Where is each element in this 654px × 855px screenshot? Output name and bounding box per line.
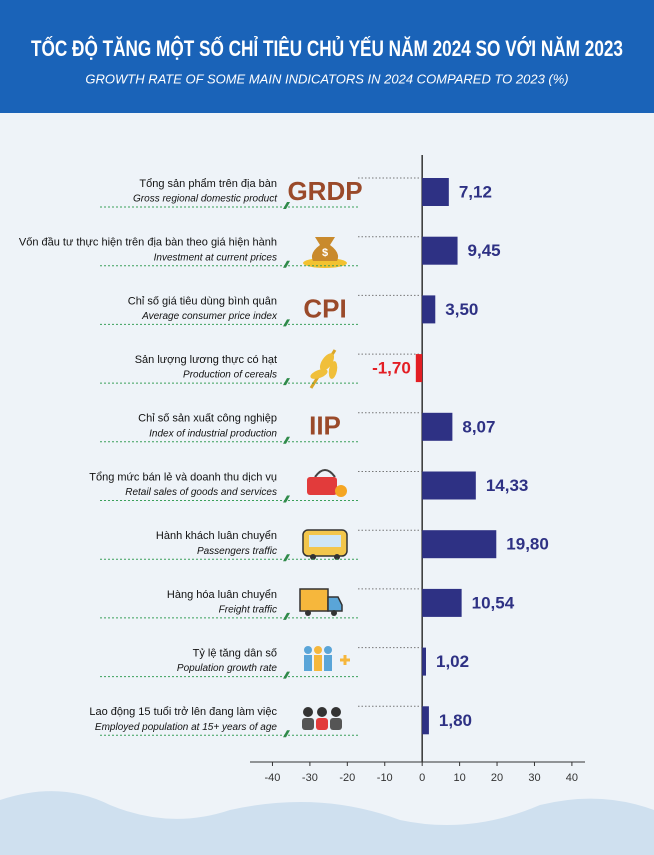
category-label: Hành khách luân chuyển <box>156 530 277 542</box>
category-label-en: Passengers traffic <box>197 546 277 557</box>
header <box>0 0 654 113</box>
label-accent <box>283 319 290 327</box>
label-accent <box>283 202 290 209</box>
icon-population <box>304 646 350 671</box>
bar <box>415 354 423 383</box>
category-label: Chỉ số giá tiêu dùng bình quân <box>128 295 277 307</box>
category-label-en: Population growth rate <box>177 663 278 674</box>
icon-wheat <box>309 349 338 389</box>
category-label: Tổng mức bán lẻ và doanh thu dịch vụ <box>89 471 277 483</box>
bar <box>422 178 449 206</box>
label-accent <box>283 378 290 386</box>
icon-basket <box>307 469 347 497</box>
chart-subtitle: GROWTH RATE OF SOME MAIN INDICATORS IN 2… <box>85 71 568 86</box>
x-tick-label: 0 <box>419 772 425 784</box>
x-tick-label: -20 <box>339 772 355 784</box>
bar <box>422 412 453 441</box>
icon-label: IIP <box>309 411 341 441</box>
icon-workers <box>302 707 342 730</box>
label-accent <box>283 495 290 503</box>
x-tick-label: -30 <box>302 772 318 784</box>
label-accent <box>283 260 290 268</box>
x-tick-label: 40 <box>566 772 578 784</box>
category-label: Chỉ số sản xuất công nghiệp <box>138 413 277 425</box>
category-label: Hàng hóa luân chuyển <box>167 589 277 601</box>
icon-label: GRDP <box>287 176 362 206</box>
label-accent <box>283 730 290 738</box>
category-label: Lao động 15 tuổi trở lên đang làm việc <box>89 706 277 718</box>
chart-title: TỐC ĐỘ TĂNG MỘT SỐ CHỈ TIÊU CHỦ YẾU NĂM … <box>31 35 623 61</box>
category-label: Vốn đầu tư thực hiện trên địa bàn theo g… <box>19 237 277 249</box>
icon-truck <box>299 588 343 616</box>
category-label-en: Retail sales of goods and services <box>125 487 277 498</box>
category-label-en: Employed population at 15+ years of age <box>95 722 278 733</box>
category-label: Tỷ lệ tăng dân số <box>193 648 277 660</box>
category-label: Sản lượng lương thực có hạt <box>135 354 277 366</box>
value-label: 1,02 <box>436 652 469 671</box>
x-tick-label: 10 <box>453 772 465 784</box>
bar <box>422 530 497 559</box>
bar <box>422 295 436 324</box>
value-label: 1,80 <box>439 711 472 730</box>
category-label-en: Freight traffic <box>219 605 277 616</box>
x-tick-label: -40 <box>265 772 281 784</box>
label-accent <box>283 436 290 444</box>
category-label-en: Average consumer price index <box>141 311 278 322</box>
value-label: 7,12 <box>459 182 492 201</box>
category-label-en: Gross regional domestic product <box>133 194 278 205</box>
value-label: 8,07 <box>462 417 495 436</box>
value-label: -1,70 <box>372 359 411 378</box>
value-label: 14,33 <box>486 476 529 495</box>
decor <box>0 791 654 855</box>
bar <box>422 471 476 500</box>
value-label: 19,80 <box>506 535 549 554</box>
label-accent <box>283 671 290 679</box>
category-label-en: Index of industrial production <box>149 428 277 439</box>
value-label: 3,50 <box>445 300 478 319</box>
bar <box>422 647 426 676</box>
bar <box>422 706 429 735</box>
icon-label: CPI <box>303 293 346 323</box>
icon-bus <box>302 529 348 560</box>
x-tick-label: 20 <box>491 772 503 784</box>
category-label-en: Investment at current prices <box>154 252 277 263</box>
bar <box>422 236 458 265</box>
category-label: Tổng sản phẩm trên địa bàn <box>139 178 277 190</box>
category-label-en: Production of cereals <box>183 370 277 381</box>
label-accent <box>283 554 290 562</box>
label-accent <box>283 612 290 620</box>
bar <box>422 588 462 617</box>
x-tick-label: -10 <box>377 772 393 784</box>
svg-text:$: $ <box>322 247 328 259</box>
value-label: 9,45 <box>468 241 501 260</box>
value-label: 10,54 <box>472 593 515 612</box>
x-tick-label: 30 <box>528 772 540 784</box>
